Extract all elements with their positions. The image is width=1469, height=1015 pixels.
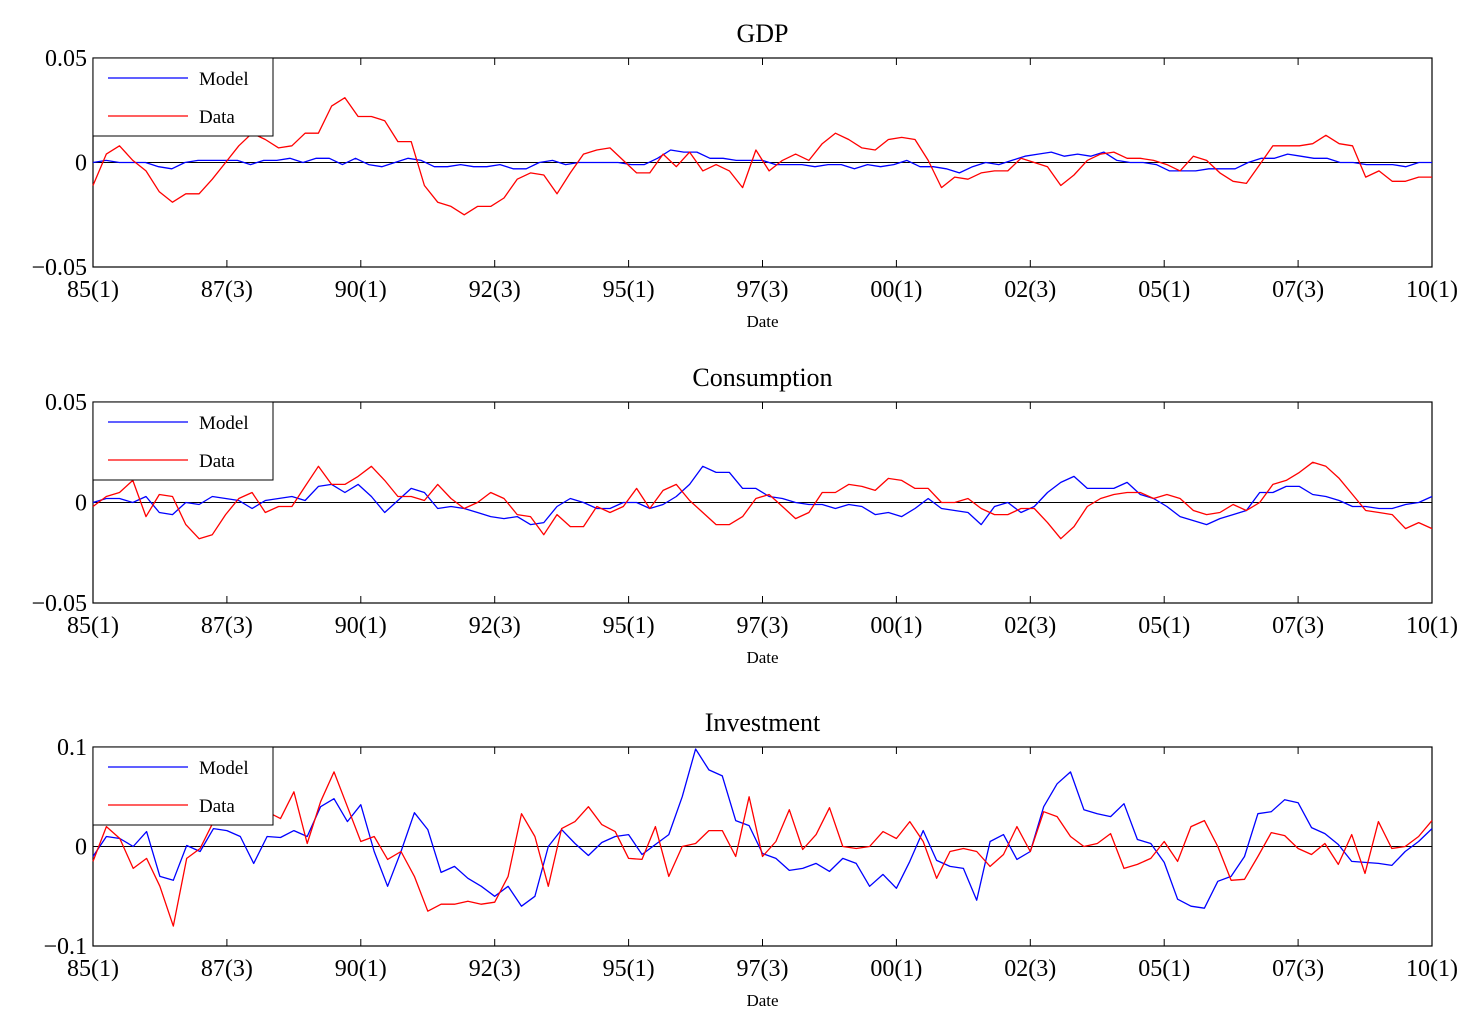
- y-tick-label: 0: [75, 151, 87, 177]
- x-tick-label: 97(3): [737, 613, 789, 639]
- legend: Model Data: [92, 57, 274, 137]
- x-tick-label: 07(3): [1272, 956, 1324, 982]
- legend-label-data: Data: [199, 107, 235, 128]
- x-tick-label: 05(1): [1138, 613, 1190, 639]
- legend-label-model: Model: [199, 413, 249, 434]
- x-tick-label: 92(3): [469, 956, 521, 982]
- x-tick-label: 10(1): [1406, 277, 1458, 303]
- y-tick-label: 0: [75, 491, 87, 517]
- x-tick-label: 87(3): [201, 613, 253, 639]
- y-tick-label: 0.05: [45, 46, 87, 72]
- legend-box: [92, 57, 274, 137]
- y-tick-label: −0.05: [31, 591, 87, 617]
- x-tick-label: 00(1): [870, 613, 922, 639]
- x-tick-label: 95(1): [603, 956, 655, 982]
- legend: Model Data: [92, 401, 274, 481]
- legend-box: [92, 746, 274, 826]
- legend-label-model: Model: [199, 758, 249, 779]
- x-tick-label: 85(1): [67, 613, 119, 639]
- chart-panel-1: GDP 85(1) 87(3) 90(1) 92(3) 95(1) 97(3) 00(1) 02…: [31, 19, 1458, 331]
- x-tick-label: 87(3): [201, 956, 253, 982]
- x-tick-label: 00(1): [870, 277, 922, 303]
- x-tick-label: 95(1): [603, 277, 655, 303]
- x-tick-label: 97(3): [737, 277, 789, 303]
- legend-label-data: Data: [199, 451, 235, 472]
- x-tick-label: 87(3): [201, 277, 253, 303]
- x-tick-label: 90(1): [335, 277, 387, 303]
- legend-box: [92, 401, 274, 481]
- x-tick-label: 02(3): [1004, 956, 1056, 982]
- legend-label-model: Model: [199, 69, 249, 90]
- x-tick-label: 90(1): [335, 956, 387, 982]
- chart-panel-3: Investment 85(1) 87(3) 90(1) 92(3) 95(1) 97(3)…: [43, 708, 1458, 1010]
- x-axis-label: Date: [746, 991, 778, 1010]
- x-tick-label: 00(1): [870, 956, 922, 982]
- series-line-model: [92, 748, 1433, 909]
- y-tick-label: −0.05: [31, 255, 87, 281]
- x-tick-label: 02(3): [1004, 277, 1056, 303]
- y-tick-label: −0.1: [43, 934, 87, 960]
- chart-title: GDP: [736, 19, 788, 48]
- x-tick-label: 92(3): [469, 613, 521, 639]
- x-tick-label: 92(3): [469, 277, 521, 303]
- x-tick-label: 02(3): [1004, 613, 1056, 639]
- series-line-data: [92, 771, 1433, 927]
- x-tick-label: 10(1): [1406, 613, 1458, 639]
- x-tick-label: 07(3): [1272, 277, 1324, 303]
- x-tick-label: 90(1): [335, 613, 387, 639]
- x-axis-label: Date: [746, 648, 778, 667]
- series-line-data: [92, 461, 1433, 540]
- legend: Model Data: [92, 746, 274, 826]
- x-tick-label: 05(1): [1138, 277, 1190, 303]
- x-tick-label: 05(1): [1138, 956, 1190, 982]
- chart-panel-2: Consumption 85(1) 87(3) 90(1) 92(3) 95(1) 97(3…: [31, 363, 1458, 667]
- chart-title: Consumption: [692, 363, 832, 392]
- legend-label-data: Data: [199, 796, 235, 817]
- series-line-model: [92, 465, 1433, 526]
- x-tick-label: 85(1): [67, 277, 119, 303]
- x-tick-label: 85(1): [67, 956, 119, 982]
- x-axis-label: Date: [746, 312, 778, 331]
- chart-title: Investment: [705, 708, 821, 737]
- y-tick-label: 0: [75, 835, 87, 861]
- x-tick-label: 10(1): [1406, 956, 1458, 982]
- y-tick-label: 0.1: [57, 735, 87, 761]
- x-tick-label: 97(3): [737, 956, 789, 982]
- x-tick-label: 07(3): [1272, 613, 1324, 639]
- y-tick-label: 0.05: [45, 390, 87, 416]
- x-tick-label: 95(1): [603, 613, 655, 639]
- series-line-data: [92, 97, 1432, 216]
